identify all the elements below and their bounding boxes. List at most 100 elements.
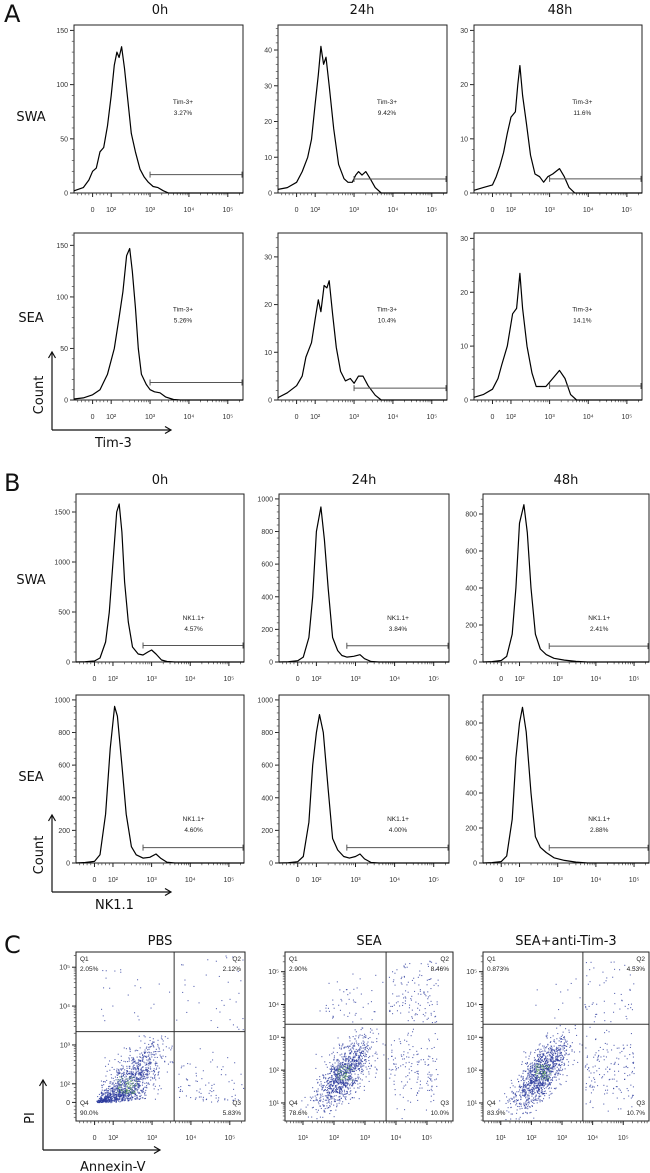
scatter-point — [394, 984, 396, 986]
scatter-point — [329, 1102, 331, 1104]
histogram-curve — [73, 46, 243, 194]
scatter-point — [106, 1096, 108, 1098]
scatter-point — [132, 1060, 134, 1062]
scatter-point — [419, 990, 421, 992]
scatter-point — [369, 1037, 371, 1039]
scatter-point — [199, 1088, 201, 1090]
scatter-point — [522, 1077, 524, 1079]
scatter-point — [137, 1098, 139, 1100]
scatter-point — [335, 1066, 337, 1068]
scatter-point — [118, 1098, 120, 1100]
scatter-point — [352, 1082, 354, 1084]
scatter-point — [113, 1068, 115, 1070]
scatter-point — [532, 1100, 534, 1102]
scatter-point — [103, 1094, 105, 1096]
scatter-point — [107, 1093, 109, 1095]
scatter-point — [407, 991, 409, 993]
y-tick-label: 10⁵ — [268, 969, 279, 976]
x-axis-label: Tim-3 — [94, 436, 132, 451]
scatter-point — [401, 1055, 403, 1057]
scatter-point — [425, 995, 427, 997]
scatter-point — [351, 1073, 353, 1075]
scatter-point — [407, 1075, 409, 1077]
plot-frame — [73, 24, 244, 194]
scatter-point — [416, 1081, 418, 1083]
scatter-point — [539, 1095, 541, 1097]
scatter-point — [113, 1096, 115, 1098]
scatter-point — [180, 1067, 182, 1069]
scatter-point — [140, 1094, 142, 1096]
scatter-point — [558, 1064, 560, 1066]
scatter-point — [355, 1048, 357, 1050]
scatter-point — [548, 1080, 550, 1082]
scatter-point — [139, 1047, 141, 1049]
scatter-point — [144, 1036, 146, 1038]
scatter-point — [320, 1096, 322, 1098]
scatter-point — [376, 1068, 378, 1070]
scatter-point — [109, 1090, 111, 1092]
scatter-point — [118, 1100, 120, 1102]
y-tick-label: 10⁴ — [268, 1002, 279, 1009]
scatter-point — [341, 1053, 343, 1055]
scatter-point — [410, 998, 412, 1000]
scatter-point — [150, 1061, 152, 1063]
scatter-point — [349, 992, 351, 994]
scatter-point — [139, 1073, 141, 1075]
scatter-point — [113, 1096, 115, 1098]
scatter-point — [540, 1083, 542, 1085]
scatter-point — [535, 1064, 537, 1066]
scatter-point — [523, 1105, 525, 1107]
scatter-point — [336, 1088, 338, 1090]
scatter-point — [321, 1093, 323, 1095]
scatter-point — [594, 1016, 596, 1018]
scatter-point — [171, 1047, 173, 1049]
scatter-point — [146, 1077, 148, 1079]
scatter-point — [352, 1047, 354, 1049]
scatter-point — [557, 1049, 559, 1051]
scatter-point — [138, 1079, 140, 1081]
scatter-point — [378, 1033, 380, 1035]
scatter-point — [532, 1075, 534, 1077]
scatter-point — [344, 1070, 346, 1072]
scatter-point — [549, 1052, 551, 1054]
scatter-point — [99, 1098, 101, 1100]
scatter-point — [332, 1015, 334, 1017]
scatter-point — [552, 1059, 554, 1061]
scatter-point — [348, 1075, 350, 1077]
scatter-point — [400, 1054, 402, 1056]
scatter-point — [402, 993, 404, 995]
scatter-point — [567, 989, 569, 991]
scatter-point — [538, 1079, 540, 1081]
scatter-point — [333, 1067, 335, 1069]
scatter-point — [357, 1087, 359, 1089]
scatter-point — [539, 1086, 541, 1088]
scatter-point — [211, 1101, 213, 1103]
scatter-point — [325, 1086, 327, 1088]
gate-marker — [549, 382, 642, 389]
scatter-point — [618, 1088, 620, 1090]
scatter-point — [603, 1103, 605, 1105]
scatter-point — [349, 1052, 351, 1054]
scatter-point — [368, 1073, 370, 1075]
scatter-point — [122, 1089, 124, 1091]
scatter-point — [329, 1083, 331, 1085]
scatter-point — [142, 1066, 144, 1068]
scatter-point — [559, 1064, 561, 1066]
x-tick-label: 10⁵ — [622, 414, 633, 421]
scatter-point — [348, 1068, 350, 1070]
scatter-point — [405, 990, 407, 992]
scatter-point — [195, 1080, 197, 1082]
scatter-point — [531, 1086, 533, 1088]
scatter-point — [368, 1065, 370, 1067]
scatter-point — [523, 1102, 525, 1104]
scatter-point — [558, 1049, 560, 1051]
scatter-point — [122, 1091, 124, 1093]
scatter-point — [102, 1094, 104, 1096]
scatter-point — [429, 1089, 431, 1091]
scatter-point — [144, 1076, 146, 1078]
scatter-point — [594, 1078, 596, 1080]
scatter-point — [547, 1055, 549, 1057]
scatter-point — [330, 1091, 332, 1093]
scatter-point — [405, 1062, 407, 1064]
scatter-point — [107, 1099, 109, 1101]
